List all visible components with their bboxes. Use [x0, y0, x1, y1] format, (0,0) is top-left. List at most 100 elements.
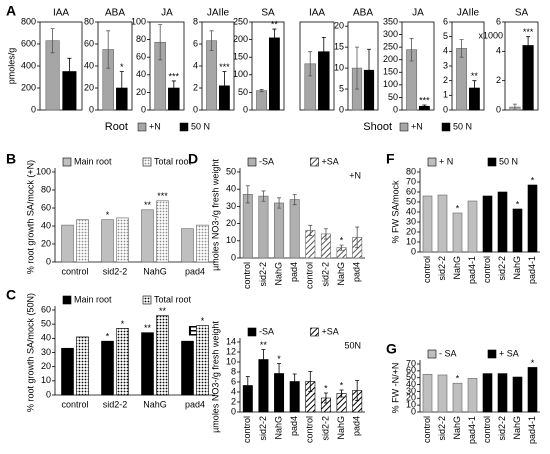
bar — [196, 325, 209, 396]
x-tick-label: NahG — [273, 416, 283, 440]
bar — [527, 184, 538, 253]
legend-label: -SA — [259, 156, 274, 166]
y-tick-label: 0 — [31, 104, 36, 114]
x-tick-label: sid2-2 — [103, 399, 128, 409]
legend-swatch — [487, 157, 497, 167]
y-tick-label: 15 — [334, 42, 344, 52]
bar — [101, 219, 114, 263]
y-tick-label: 350 — [383, 16, 398, 26]
legend-swatch — [310, 157, 319, 167]
x-tick-label: control — [242, 416, 252, 443]
legend-swatch — [247, 327, 257, 337]
bar — [268, 37, 280, 111]
y-tick-label: 0 — [141, 104, 146, 114]
y-tick-label: 20 — [84, 82, 94, 92]
x-tick-label: control — [422, 256, 432, 283]
error-bar — [67, 57, 72, 86]
legend-swatch — [310, 327, 319, 337]
y-tick-label: 2 — [231, 396, 236, 406]
error-bar — [277, 197, 282, 209]
chart-title: SA — [515, 8, 529, 19]
legend-swatch — [142, 157, 152, 167]
chart-title: JA — [412, 8, 424, 19]
chart-title: SA — [261, 8, 275, 19]
y-tick-label: 80 — [41, 184, 51, 194]
x-tick-label: pad4-1 — [467, 256, 477, 284]
error-bar — [472, 80, 477, 96]
x-tick-label: sid2-2 — [258, 262, 268, 287]
y-tick-label: 50 — [226, 166, 236, 176]
y-tick-label: 60 — [406, 365, 416, 375]
legend-label: +N — [149, 121, 161, 131]
bar — [497, 373, 508, 413]
bar — [467, 200, 478, 253]
y-tick-label: 0 — [46, 389, 51, 399]
bar — [116, 328, 129, 396]
bar — [437, 374, 448, 413]
y-tick-label: 200 — [383, 54, 398, 64]
legend-swatch — [427, 349, 437, 359]
bar — [452, 382, 463, 413]
y-tick-label: 0 — [231, 406, 236, 416]
significance-label: ** — [260, 340, 268, 350]
y-tick-label: 2 — [496, 75, 501, 85]
y-tick-label: 60 — [406, 186, 416, 196]
significance-label: * — [121, 319, 125, 329]
y-tick-label: 40 — [406, 206, 416, 216]
x-tick-label: pad4 — [289, 416, 299, 436]
x-tick-label: NahG — [452, 256, 462, 280]
bar — [422, 195, 433, 253]
bar — [61, 224, 74, 263]
x-tick-label: control — [482, 416, 492, 443]
x-tick-label: NahG — [143, 399, 167, 409]
panel-letter: B — [6, 151, 16, 167]
chart-title: JA — [161, 8, 173, 19]
x-tick-label: control — [422, 416, 432, 443]
legend-label: 50 N — [191, 121, 210, 131]
bar — [512, 208, 523, 253]
plot-frame — [504, 21, 539, 111]
error-bar — [308, 224, 313, 237]
x-tick-label: control — [482, 256, 492, 283]
y-tick-label: 0 — [231, 252, 236, 262]
y-tick-label: 12 — [226, 346, 236, 356]
error-bar — [512, 103, 517, 111]
y-tick-label: 100 — [233, 69, 248, 79]
significance-label: * — [516, 199, 520, 209]
significance-label: * — [324, 383, 328, 393]
y-axis-label: µmoles NO3-/g fresh weight — [210, 321, 220, 433]
x-tick-label: sid2-2 — [437, 256, 447, 281]
y-tick-label: 14 — [226, 336, 236, 346]
x-tick-label: sid2-2 — [258, 416, 268, 441]
y-tick-label: 50 — [238, 87, 248, 97]
significance-label: * — [201, 316, 205, 326]
legend-swatch — [247, 157, 257, 167]
y-tick-label: 4 — [496, 46, 501, 56]
significance-label: ** — [271, 19, 279, 29]
x-tick-label: NahG — [336, 262, 346, 286]
legend-swatch — [137, 122, 147, 132]
y-tick-label: 100 — [36, 166, 51, 176]
y-tick-label: 50 — [406, 196, 416, 206]
legend-swatch — [62, 157, 72, 167]
y-tick-label: 600 — [21, 38, 36, 48]
y-tick-label: 70 — [406, 176, 416, 186]
error-bar — [106, 30, 111, 69]
bar — [181, 340, 194, 396]
y-axis-label: % root growth SA/mock (50N) — [25, 293, 35, 412]
x-tick-label: NahG — [273, 262, 283, 286]
y-tick-label: 40 — [41, 220, 51, 230]
y-tick-label: 10 — [226, 235, 236, 245]
y-tick-label: 100 — [131, 16, 146, 26]
bar — [497, 191, 508, 253]
y-tick-label: 0 — [193, 104, 198, 114]
bar — [467, 378, 478, 413]
x-tick-label: control — [61, 399, 88, 409]
legend-label: Total root — [154, 294, 192, 304]
y-tick-label: 80 — [84, 16, 94, 26]
error-bar — [323, 228, 328, 240]
y-tick-label: 20 — [406, 226, 416, 236]
y-tick-label: 40 — [406, 379, 416, 389]
error-bar — [367, 48, 371, 92]
